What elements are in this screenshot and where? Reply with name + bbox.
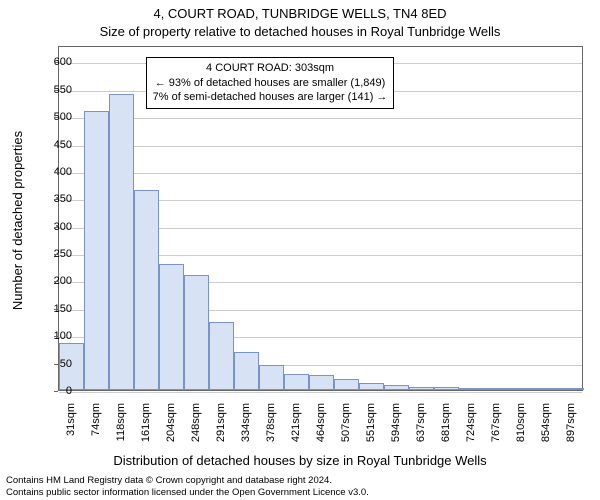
x-tick-label: 334sqm	[240, 403, 252, 448]
gridline	[59, 118, 582, 119]
x-tick-label: 378sqm	[265, 403, 277, 448]
chart-title-line1: 4, COURT ROAD, TUNBRIDGE WELLS, TN4 8ED	[0, 6, 600, 21]
histogram-bar	[159, 264, 184, 390]
histogram-bar	[234, 352, 259, 390]
histogram-bar	[384, 385, 409, 390]
histogram-bar	[559, 388, 584, 390]
histogram-bar	[334, 379, 359, 390]
chart-container: 4, COURT ROAD, TUNBRIDGE WELLS, TN4 8ED …	[0, 0, 600, 500]
annotation-line: 4 COURT ROAD: 303sqm	[153, 61, 388, 76]
gridline	[59, 173, 582, 174]
annotation-line: 7% of semi-detached houses are larger (1…	[153, 90, 388, 105]
histogram-bar	[509, 388, 534, 390]
x-tick-label: 637sqm	[415, 403, 427, 448]
x-tick-label: 464sqm	[315, 403, 327, 448]
histogram-bar	[284, 374, 309, 390]
chart-title-line2: Size of property relative to detached ho…	[0, 24, 600, 39]
histogram-bar	[534, 388, 559, 390]
footer-line1: Contains HM Land Registry data © Crown c…	[6, 475, 594, 486]
plot-area: 4 COURT ROAD: 303sqm← 93% of detached ho…	[58, 46, 583, 391]
x-tick-label: 810sqm	[515, 403, 527, 448]
x-tick-label: 74sqm	[90, 403, 102, 448]
x-tick-label: 507sqm	[340, 403, 352, 448]
x-tick-label: 724sqm	[465, 403, 477, 448]
x-tick-label: 854sqm	[540, 403, 552, 448]
histogram-bar	[434, 387, 459, 390]
histogram-bar	[259, 365, 284, 390]
footer-attribution: Contains HM Land Registry data © Crown c…	[6, 475, 594, 498]
x-tick-label: 204sqm	[165, 403, 177, 448]
x-tick-label: 161sqm	[140, 403, 152, 448]
histogram-bar	[309, 375, 334, 390]
histogram-bar	[209, 322, 234, 390]
x-tick-label: 551sqm	[365, 403, 377, 448]
histogram-bar	[84, 111, 109, 390]
gridline	[59, 146, 582, 147]
x-axis-label: Distribution of detached houses by size …	[0, 453, 600, 468]
x-tick-label: 421sqm	[290, 403, 302, 448]
x-tick-label: 594sqm	[390, 403, 402, 448]
y-axis-label: Number of detached properties	[10, 0, 26, 440]
x-tick-label: 681sqm	[440, 403, 452, 448]
histogram-bar	[484, 388, 509, 390]
annotation-line: ← 93% of detached houses are smaller (1,…	[153, 76, 388, 91]
histogram-bar	[184, 275, 209, 390]
x-tick-label: 248sqm	[190, 403, 202, 448]
histogram-bar	[134, 190, 159, 390]
histogram-bar	[459, 388, 484, 390]
x-tick-label: 767sqm	[490, 403, 502, 448]
x-tick-label: 31sqm	[65, 403, 77, 448]
histogram-bar	[359, 383, 384, 390]
x-tick-label: 897sqm	[565, 403, 577, 448]
x-tick-label: 291sqm	[215, 403, 227, 448]
footer-line2: Contains public sector information licen…	[6, 487, 594, 498]
histogram-bar	[409, 387, 434, 390]
gridline	[59, 392, 582, 393]
annotation-box: 4 COURT ROAD: 303sqm← 93% of detached ho…	[146, 57, 395, 110]
x-tick-label: 118sqm	[115, 403, 127, 448]
histogram-bar	[109, 94, 134, 390]
